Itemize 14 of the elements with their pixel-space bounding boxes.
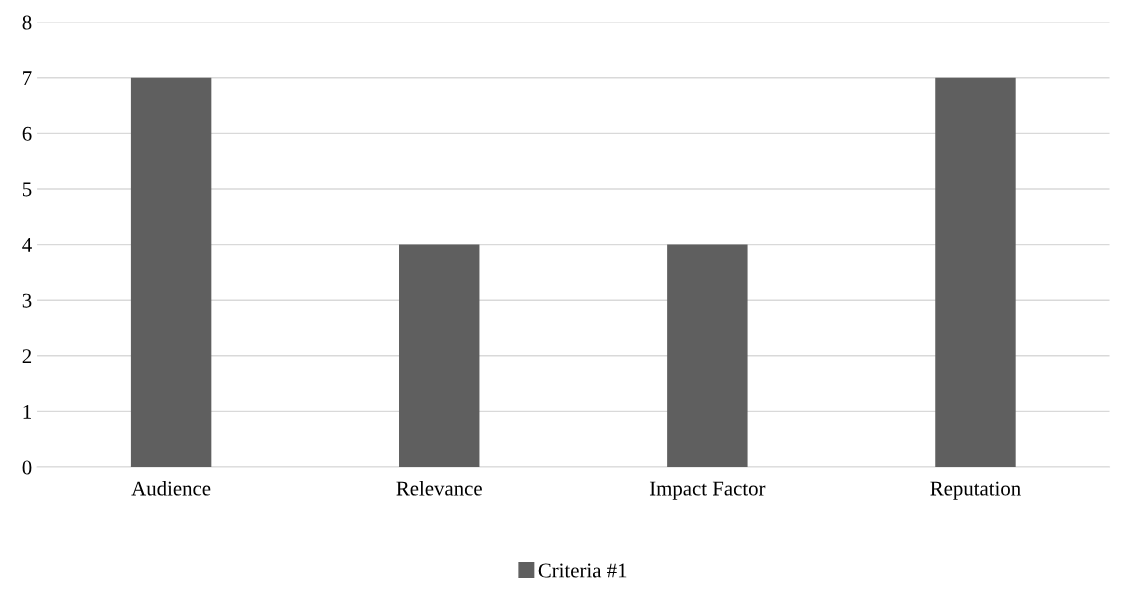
y-tick-label: 1 — [23, 404, 31, 419]
y-tick-label: 4 — [22, 238, 32, 252]
y-tick-label: 0 — [22, 460, 32, 475]
y-tick-label: 8 — [22, 15, 32, 30]
x-tick-label: Reputation — [930, 481, 1021, 500]
y-tick-label: 5 — [22, 182, 32, 197]
legend-label: Criteria #1 — [538, 563, 627, 578]
y-tick-label: 7 — [23, 71, 32, 85]
x-tick-label: Audience — [131, 480, 211, 496]
y-tick-label: 3 — [22, 293, 32, 308]
x-tick-label: Relevance — [396, 480, 482, 496]
y-tick-label: 2 — [22, 349, 32, 364]
x-tick-label: Impact Factor — [649, 481, 766, 500]
y-tick-label: 6 — [22, 126, 32, 141]
